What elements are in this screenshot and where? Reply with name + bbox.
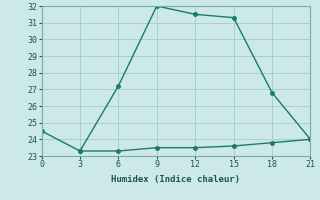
X-axis label: Humidex (Indice chaleur): Humidex (Indice chaleur): [111, 175, 241, 184]
